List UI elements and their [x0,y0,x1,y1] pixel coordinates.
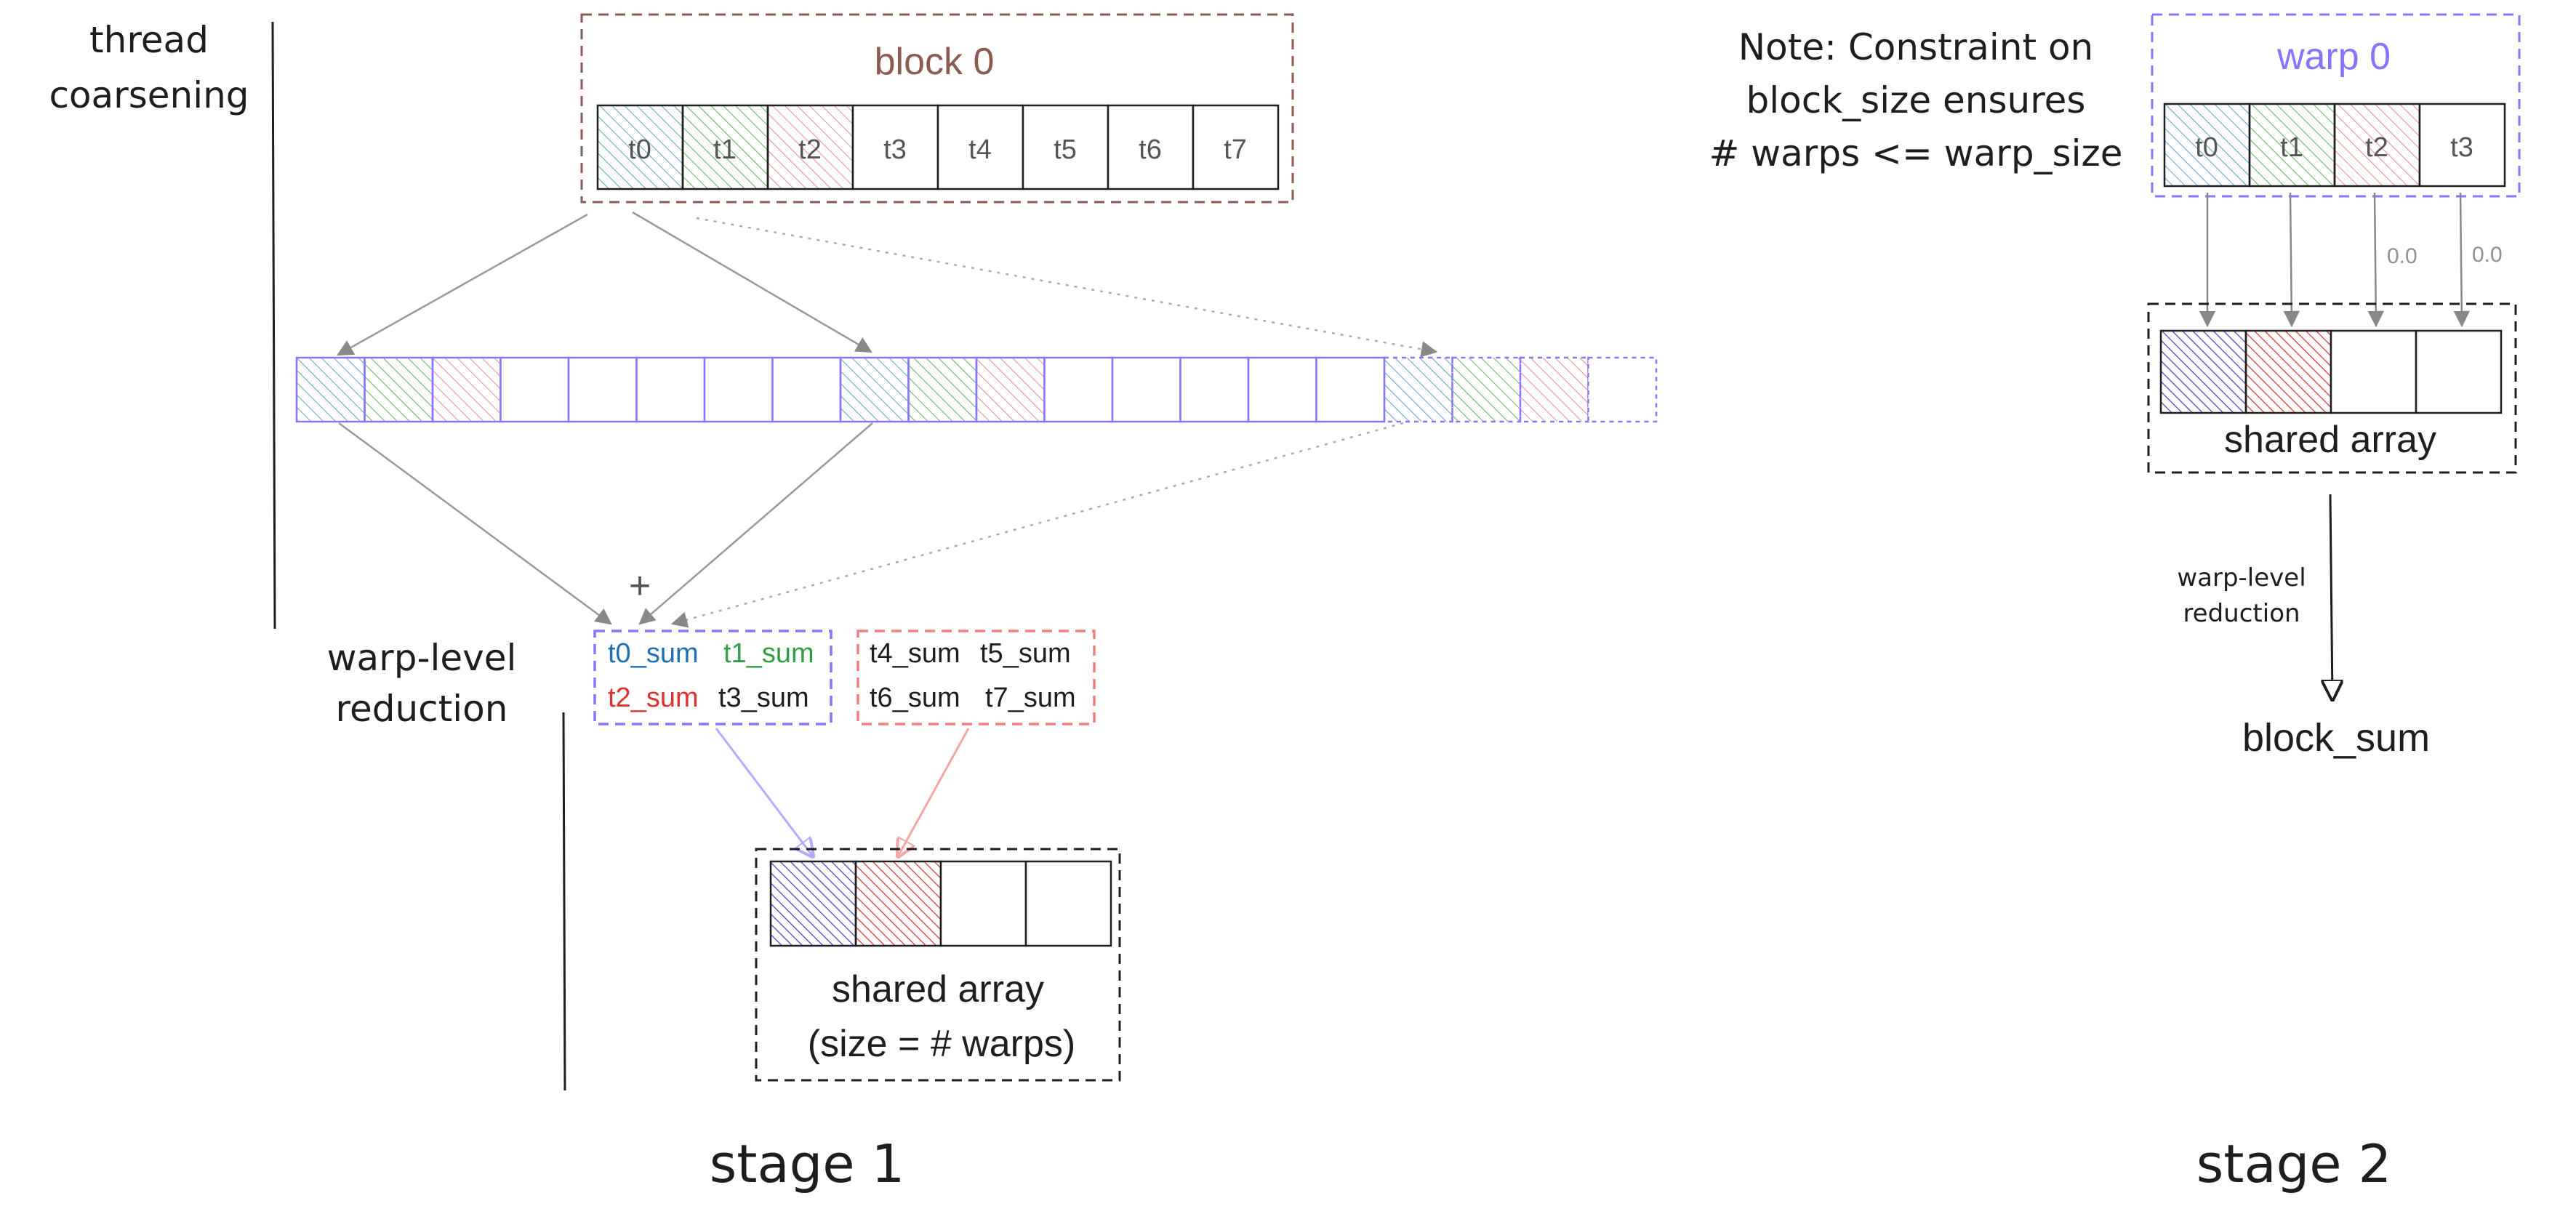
shared2-cell-2 [2244,329,2332,414]
stage1-vertical-divider-top [271,21,276,630]
warp0-thread-label-t3: t3 [2450,132,2473,163]
arrow-sum-to-shared-b [898,728,970,856]
warp0-thread-label-t2: t2 [2365,132,2388,163]
warp0-title: warp 0 [2276,36,2391,78]
reduction-small-label: reduction [2183,599,2300,628]
input-cell-7 [771,356,842,423]
input-cell-9 [907,356,978,423]
note-line2: block_size ensures [1746,79,2086,121]
shared-cell-3 [939,860,1027,947]
t7-sum: t7_sum [985,683,1076,713]
block0-thread-label-t2: t2 [798,134,822,165]
plus-sign: + [629,565,651,607]
arrow-warp-t1 [2283,192,2300,328]
block0-thread-label-t6: t6 [1139,134,1162,165]
t1-sum: t1_sum [723,638,814,669]
arrow-sum-to-shared-a [715,728,813,856]
t4-sum: t4_sum [870,638,960,669]
shared-array-label: shared array [832,968,1044,1010]
block0-thread-label-t3: t3 [883,134,907,165]
warp-level-reduction-label-line2: reduction [336,688,508,730]
shared-array-size-note: (size = # warps) [808,1023,1075,1065]
warp-sum-box-b [856,630,1096,725]
input-cell-11 [1043,356,1114,423]
thread-coarsening-label: thread [89,19,209,61]
shared-cell-2 [854,860,942,947]
shared2-cell-1 [2159,329,2247,414]
input-cell-19 [1587,356,1658,423]
shared2-cell-3 [2330,329,2417,414]
thread-coarsening-label-line2: coarsening [49,74,249,116]
t2-sum: t2_sum [608,683,699,713]
input-cell-16 [1383,356,1453,423]
shared-cell-1 [769,860,857,947]
shared2-cell-4 [2415,329,2503,414]
warp0-cell-t0 [2163,102,2251,188]
arrow-warp-t2 [2367,192,2385,328]
input-cell-12 [1111,356,1181,423]
warp0-frame [2151,13,2521,198]
input-cell-8 [839,356,910,423]
block0-thread-label-t1: t1 [713,134,737,165]
shared-array-frame-stage2 [2147,302,2517,474]
warp-sum-box-a [593,630,832,725]
warp0-cell-t1 [2248,102,2336,188]
warp-level-small-label: warp-level [2177,563,2306,592]
shared-array-label-stage2: shared array [2224,419,2436,461]
input-cell-6 [703,356,774,423]
arrow-warp-t3 [2453,192,2471,328]
shared-array-frame-stage1 [755,848,1121,1082]
stage1-vertical-divider-bottom [562,712,566,1091]
arrow-block-to-input-3 [696,217,1438,358]
block-sum-label: block_sum [2242,716,2430,760]
block0-thread-label-t7: t7 [1224,134,1247,165]
note-line3: # warps <= warp_size [1709,132,2122,174]
input-cell-5 [635,356,706,423]
block0-cell-t5 [1022,104,1110,190]
t0-sum: t0_sum [608,638,699,669]
zero-label-a: 0.0 [2387,244,2417,268]
input-cell-0 [295,356,366,423]
note-line1: Note: Constraint on [1738,26,2094,68]
input-cell-13 [1179,356,1250,423]
warp0-cell-t3 [2418,102,2506,188]
input-cell-18 [1519,356,1589,423]
block0-thread-label-t0: t0 [628,134,651,165]
block0-thread-cells: t0 t1 t2 t3 t4 t5 t6 t7 [596,104,1280,190]
reduction-arrow [2330,494,2332,699]
warp0-thread-label-t0: t0 [2195,132,2218,163]
block0-cell-t2 [766,104,854,190]
arrow-block-to-input-1 [337,213,588,356]
shared-cell-4 [1024,860,1112,947]
arrow-input-to-sum-2 [638,422,873,625]
block0-thread-label-t4: t4 [968,134,992,165]
block0-cell-t1 [681,104,769,190]
stage2-label: stage 2 [2196,1133,2392,1194]
t5-sum: t5_sum [980,638,1071,669]
arrow-block-to-input-2 [632,211,872,353]
warp0-thread-label-t1: t1 [2280,132,2303,163]
input-cell-2 [431,356,502,423]
input-cell-10 [975,356,1046,423]
t3-sum: t3_sum [718,683,809,713]
input-cell-17 [1451,356,1522,423]
zero-label-b: 0.0 [2472,243,2503,267]
block0-thread-label-t5: t5 [1054,134,1077,165]
arrow-input-to-sum-3 [670,422,1404,628]
input-cell-4 [567,356,638,423]
input-cell-14 [1247,356,1317,423]
input-cell-1 [364,356,434,423]
block0-cell-t7 [1192,104,1280,190]
t6-sum: t6_sum [870,683,960,713]
stage1-label: stage 1 [710,1133,905,1194]
warp0-thread-cells: t0 t1 t2 t3 [2163,102,2506,188]
block0-title: block 0 [875,41,995,83]
input-array [295,356,1658,423]
input-cell-3 [499,356,570,423]
warp-level-reduction-label: warp-level [327,637,517,679]
block0-frame [580,13,1294,204]
arrow-input-to-sum-1 [338,422,612,625]
input-cell-15 [1315,356,1386,423]
